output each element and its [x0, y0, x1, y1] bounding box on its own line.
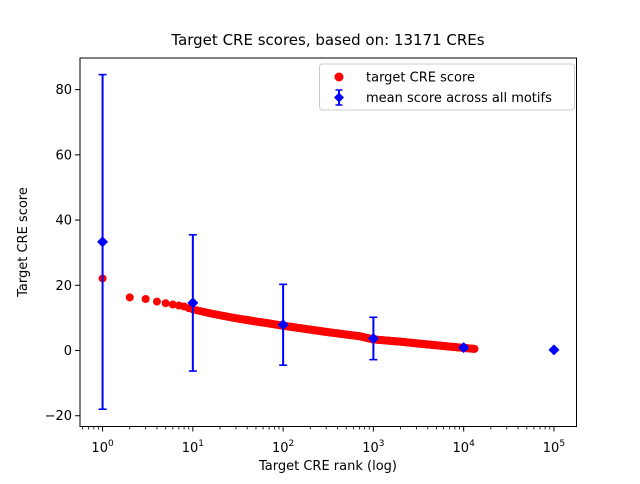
legend: target CRE score mean score across all m… [319, 63, 575, 111]
y-axis-label: Target CRE score [16, 187, 31, 298]
target-score-point [141, 294, 150, 303]
y-tick-label: 60 [55, 148, 72, 163]
legend-marker-target-score [334, 72, 344, 82]
mean-score-diamond [277, 319, 289, 331]
x-tick-label: 103 [362, 439, 384, 456]
x-axis-label: Target CRE rank (log) [258, 459, 397, 474]
chart-title: Target CRE scores, based on: 13171 CREs [170, 31, 484, 49]
legend-label-mean-score: mean score across all motifs [366, 91, 552, 106]
x-axis-ticks: 100 101 102 103 104 105 [82, 426, 565, 456]
target-score-point [152, 297, 161, 306]
x-tick-label: 100 [91, 439, 114, 456]
plot-border [79, 57, 577, 427]
legend-marker-mean-score [334, 92, 344, 103]
mean-score-series [97, 73, 560, 411]
target-score-point [168, 300, 177, 309]
y-tick-label: −20 [45, 409, 72, 424]
y-tick-label: 80 [55, 83, 72, 98]
y-tick-label: 0 [64, 344, 72, 359]
y-axis-ticks: −20 0 20 40 60 80 [45, 83, 80, 424]
x-tick-label: 105 [543, 439, 565, 456]
y-tick-label: 20 [55, 279, 72, 294]
x-tick-label: 104 [453, 439, 476, 456]
target-score-point [470, 344, 479, 353]
legend-label-target-score: target CRE score [366, 71, 475, 86]
x-tick-label: 101 [182, 439, 204, 456]
x-tick-label: 102 [272, 439, 294, 456]
mean-score-diamond [458, 342, 470, 354]
legend-box [319, 63, 575, 111]
y-tick-label: 40 [55, 214, 72, 229]
mean-score-diamond [97, 236, 109, 248]
target-score-point [161, 299, 170, 308]
mean-score-diamond [367, 332, 379, 344]
target-score-point [125, 293, 134, 302]
mean-score-diamond [548, 344, 560, 356]
mean-score-diamond [187, 297, 199, 309]
target-score-series [98, 274, 479, 353]
